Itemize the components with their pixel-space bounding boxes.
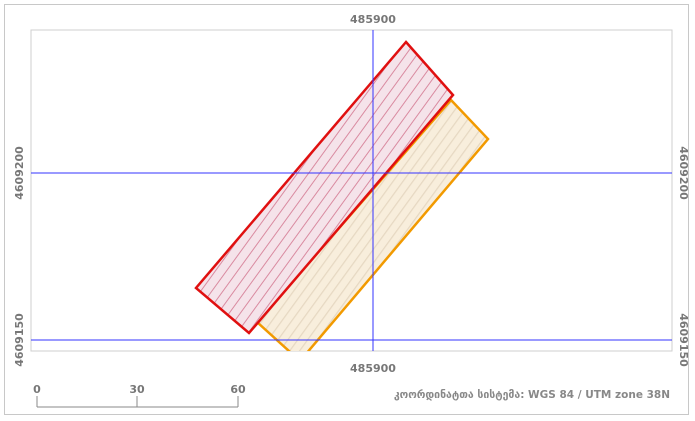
red-parcel[interactable] <box>194 40 455 335</box>
scale-label-0: 0 <box>33 383 41 396</box>
red-parcel-hatch <box>196 42 453 333</box>
northing-label-upper-left: 4609200 <box>13 146 26 200</box>
northing-label-lower-right: 4609150 <box>677 313 690 367</box>
northing-label-lower-left: 4609150 <box>13 313 26 367</box>
crs-note: კოორდინატთა სისტემა: WGS 84 / UTM zone 3… <box>394 389 670 401</box>
page-frame <box>4 4 689 415</box>
easting-label-bottom: 485900 <box>350 362 396 375</box>
scale-bar: 0 30 60 <box>33 383 246 408</box>
map-content <box>31 30 672 351</box>
northing-label-upper-right: 4609200 <box>677 146 690 200</box>
easting-label-top: 485900 <box>350 13 396 26</box>
scale-label-60: 60 <box>230 383 246 396</box>
scale-label-30: 30 <box>129 383 145 396</box>
